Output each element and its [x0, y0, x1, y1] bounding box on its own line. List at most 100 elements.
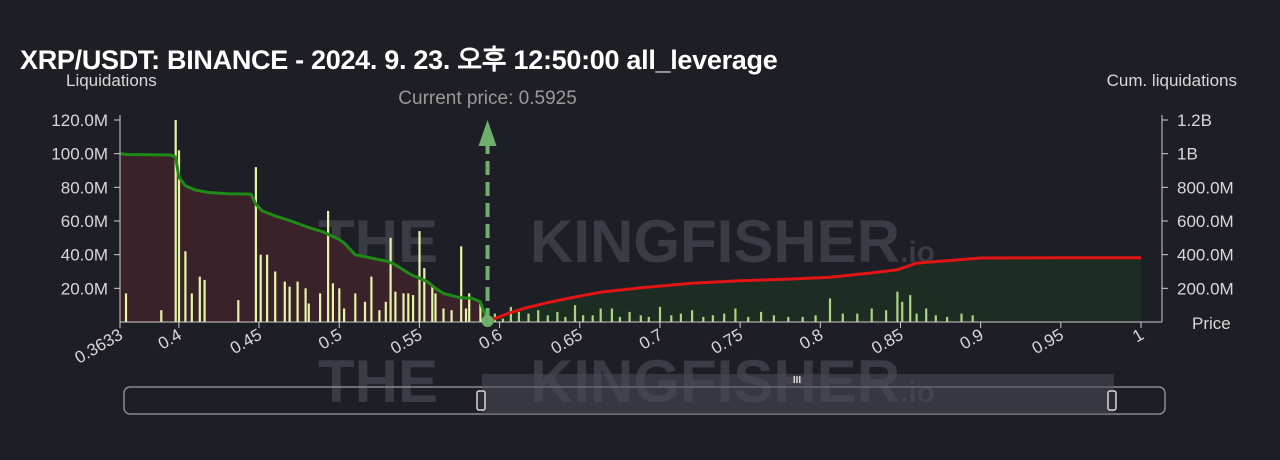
short-liquidation-bar	[509, 306, 512, 322]
long-liquidation-bar	[296, 281, 299, 322]
long-liquidation-bar	[363, 301, 367, 322]
long-liquidation-bar	[319, 293, 322, 322]
short-liquidation-bar	[814, 315, 817, 322]
short-liquidation-bar	[723, 313, 726, 322]
price-axis-label: Price	[1192, 314, 1231, 333]
x-tick-label: 0.4	[155, 325, 185, 353]
short-liquidation-bar	[582, 315, 585, 322]
long-liquidation-bar	[184, 251, 187, 322]
long-liquidation-bar	[237, 300, 240, 322]
long-liquidation-bar	[283, 281, 286, 322]
long-liquidation-bar	[203, 279, 206, 322]
watermark-text: KINGFISHER	[530, 208, 900, 275]
short-liquidation-bar	[901, 301, 904, 322]
long-liquidation-bar	[338, 288, 341, 322]
long-liquidation-bar	[124, 293, 128, 322]
long-liquidation-bar	[442, 308, 445, 322]
short-liquidation-bar	[909, 295, 912, 322]
long-liquidation-bar	[412, 295, 415, 322]
long-liquidation-bar	[394, 291, 397, 322]
x-tick-label: 0.3633	[71, 325, 126, 367]
short-liquidation-bar	[885, 310, 888, 322]
right-axis-title: Cum. liquidations	[1107, 71, 1237, 90]
long-liquidation-bar	[479, 303, 482, 322]
short-liquidation-bar	[787, 316, 790, 322]
long-liquidation-bar	[198, 276, 201, 322]
long-liquidation-bar	[304, 288, 307, 322]
short-liquidation-bar	[599, 308, 602, 322]
short-liquidation-bar	[971, 315, 974, 322]
x-tick-label: 0.9	[957, 325, 987, 353]
long-liquidation-bar	[274, 271, 277, 322]
long-liquidation-bar	[431, 286, 434, 322]
short-liquidation-bar	[946, 316, 949, 322]
long-cum-area	[120, 153, 488, 322]
long-liquidation-bar	[407, 293, 410, 322]
y-tick-label-right: 400.0M	[1177, 246, 1234, 265]
long-liquidation-bar	[464, 308, 468, 322]
long-liquidation-bar	[384, 301, 387, 322]
range-slider-right-handle[interactable]	[1107, 390, 1117, 411]
short-liquidation-bar	[760, 311, 763, 322]
long-liquidation-bar	[343, 308, 346, 322]
y-tick-label-left: 60.0M	[61, 212, 108, 231]
long-liquidation-bar	[354, 293, 357, 322]
short-liquidation-bar	[628, 311, 631, 322]
short-liquidation-bar	[537, 310, 540, 322]
long-liquidation-bar	[370, 276, 373, 322]
x-tick-label: 0.6	[476, 325, 506, 353]
y-tick-label-right: 800.0M	[1177, 178, 1234, 197]
short-liquidation-bar	[960, 313, 963, 322]
long-liquidation-bar	[160, 310, 163, 322]
cumulative-lines	[119, 152, 1141, 324]
short-liquidation-bar	[772, 315, 775, 322]
short-liquidation-bar	[639, 315, 642, 322]
long-liquidation-bar	[418, 231, 421, 322]
long-liquidation-bar	[450, 310, 453, 322]
short-liquidation-bar	[702, 316, 705, 322]
y-tick-label-right: 1.2B	[1177, 111, 1212, 130]
short-cum-area	[487, 257, 1141, 322]
x-tick-label: 0.95	[1029, 325, 1067, 358]
long-liquidation-bar	[331, 283, 334, 322]
short-liquidation-bar	[501, 318, 504, 322]
long-liquidation-bar	[288, 286, 291, 322]
long-cum-line	[119, 152, 489, 323]
short-liquidation-bar	[734, 308, 737, 322]
long-liquidation-bar	[434, 293, 437, 322]
range-slider-grip[interactable]: III	[793, 375, 802, 386]
long-liquidation-bar	[307, 303, 310, 322]
long-liquidation-bar	[402, 293, 405, 322]
long-liquidation-bar	[460, 246, 463, 323]
short-liquidation-bar	[934, 315, 937, 322]
current-price-marker: Current price: 0.5925	[398, 88, 577, 327]
y-tick-label-left: 40.0M	[61, 246, 108, 265]
short-liquidation-bar	[610, 308, 613, 322]
range-slider[interactable]: III	[123, 374, 1166, 415]
liquidation-bars	[124, 120, 974, 323]
short-cum-line	[486, 256, 1141, 324]
y-tick-label-left: 120.0M	[51, 111, 108, 130]
short-liquidation-bar	[647, 316, 650, 322]
left-axis-title: Liquidations	[66, 71, 157, 90]
short-liquidation-bar	[856, 313, 859, 322]
long-liquidation-bar	[423, 268, 426, 322]
long-liquidation-bar	[177, 150, 181, 322]
short-liquidation-bar	[711, 315, 714, 322]
long-liquidation-bar	[266, 254, 269, 322]
y-tick-label-left: 20.0M	[61, 279, 108, 298]
short-liquidation-bar	[573, 305, 577, 322]
current-price-label: Current price: 0.5925	[398, 88, 577, 109]
x-tick-label: 0.45	[227, 325, 265, 358]
range-slider-left-handle[interactable]	[476, 390, 486, 411]
range-slider-selection[interactable]	[482, 374, 1114, 414]
y-tick-label-right: 200.0M	[1177, 279, 1234, 298]
short-liquidation-bar	[546, 315, 549, 322]
short-liquidation-bar	[670, 315, 673, 322]
short-liquidation-bar	[801, 316, 804, 322]
y-tick-label-left: 80.0M	[61, 178, 108, 197]
watermark-text: THE	[318, 348, 438, 415]
short-liquidation-bar	[896, 291, 899, 322]
short-liquidation-bar	[828, 298, 832, 322]
